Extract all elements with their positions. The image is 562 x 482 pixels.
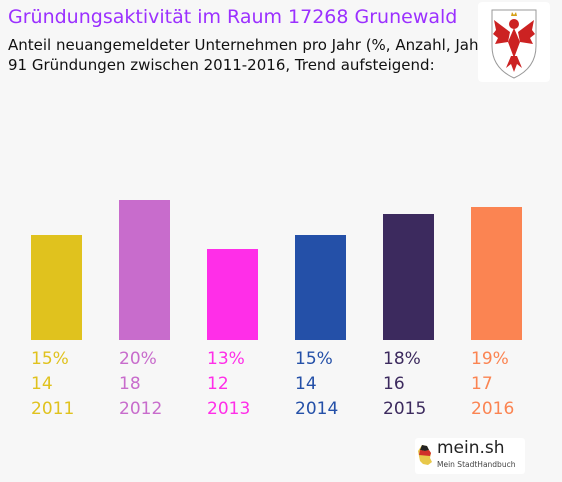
year-label-2012: 2012 bbox=[119, 399, 162, 419]
bar-2013 bbox=[207, 249, 258, 340]
count-label-2012: 18 bbox=[119, 374, 141, 394]
percent-label-2015: 18% bbox=[383, 349, 421, 369]
year-label-2014: 2014 bbox=[295, 399, 338, 419]
chart-summary: 91 Gründungen zwischen 2011-2016, Trend … bbox=[8, 56, 435, 74]
chart-title: Gründungsaktivität im Raum 17268 Grunewa… bbox=[8, 6, 458, 28]
percent-label-2014: 15% bbox=[295, 349, 333, 369]
bar-2016 bbox=[471, 207, 522, 340]
logo-name: mein.sh bbox=[437, 438, 505, 458]
year-label-2011: 2011 bbox=[31, 399, 74, 419]
count-label-2013: 12 bbox=[207, 374, 229, 394]
mein-sh-logo: mein.sh Mein StadtHandbuch bbox=[415, 438, 525, 474]
bar-2015 bbox=[383, 214, 434, 340]
bar-2012 bbox=[119, 200, 170, 340]
count-label-2014: 14 bbox=[295, 374, 317, 394]
chart-subtitle: Anteil neuangemeldeter Unternehmen pro J… bbox=[8, 36, 491, 54]
year-label-2016: 2016 bbox=[471, 399, 514, 419]
year-label-2013: 2013 bbox=[207, 399, 250, 419]
percent-label-2013: 13% bbox=[207, 349, 245, 369]
count-label-2015: 16 bbox=[383, 374, 405, 394]
bar-2014 bbox=[295, 235, 346, 340]
percent-label-2011: 15% bbox=[31, 349, 69, 369]
bar-2011 bbox=[31, 235, 82, 340]
count-label-2011: 14 bbox=[31, 374, 53, 394]
year-label-2015: 2015 bbox=[383, 399, 426, 419]
germany-map-icon bbox=[418, 445, 432, 465]
brandenburg-eagle-icon bbox=[478, 2, 550, 82]
percent-label-2016: 19% bbox=[471, 349, 509, 369]
logo-tagline: Mein StadtHandbuch bbox=[437, 460, 516, 469]
count-label-2016: 17 bbox=[471, 374, 493, 394]
percent-label-2012: 20% bbox=[119, 349, 157, 369]
